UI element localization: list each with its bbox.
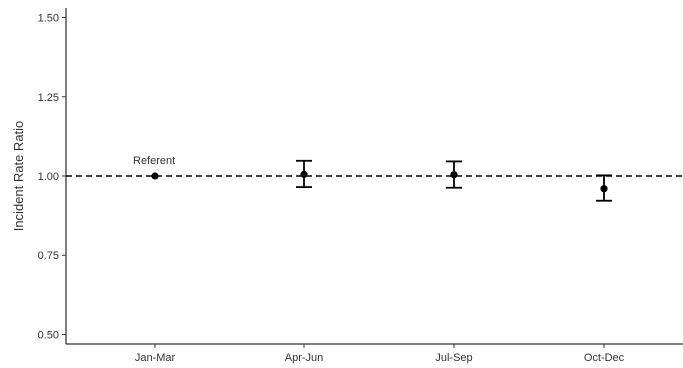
x-tick-label: Oct-Dec xyxy=(584,352,625,364)
x-tick-label: Jul-Sep xyxy=(435,352,472,364)
x-tick-label: Apr-Jun xyxy=(285,352,324,364)
marks-layer: Referent xyxy=(66,155,683,202)
x-tick-label: Jan-Mar xyxy=(135,352,176,364)
y-tick-label: 1.25 xyxy=(38,92,59,104)
point-annotation: Referent xyxy=(133,155,175,167)
y-tick-label: 1.50 xyxy=(38,13,59,25)
axes-layer: 0.50 0.75 1.00 1.25 1.50 Jan-Mar Apr-Jun Jul-Se… xyxy=(38,8,683,364)
data-point xyxy=(300,170,308,179)
y-tick-label: 0.50 xyxy=(38,329,59,341)
data-point xyxy=(600,185,608,193)
y-tick-label: 0.75 xyxy=(38,250,59,262)
data-point xyxy=(151,172,159,180)
data-point xyxy=(450,171,458,179)
y-axis-label: Incident Rate Ratio xyxy=(11,121,26,232)
y-tick-label: 1.00 xyxy=(38,171,59,183)
